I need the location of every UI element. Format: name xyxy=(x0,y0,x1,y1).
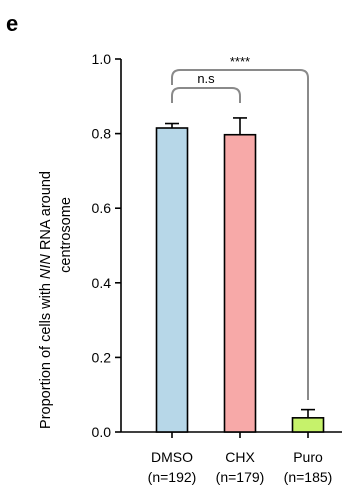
significance-brackets: n.s **** xyxy=(171,54,309,400)
category-n-puro: (n=185) xyxy=(284,469,333,485)
ns-bracket xyxy=(171,87,241,103)
y-axis-title-line1: Proportion of cells with NIN RNA around xyxy=(38,171,54,429)
sig-bracket xyxy=(171,69,309,400)
sig-label: **** xyxy=(230,54,250,69)
panel-label: e xyxy=(6,11,18,36)
y-tick-label: 0.0 xyxy=(92,424,112,440)
axes: 0.0 0.2 0.4 0.6 0.8 1.0 xyxy=(92,51,342,440)
bars xyxy=(155,117,325,438)
y-tick-label: 0.2 xyxy=(92,349,112,365)
y-tick-label: 0.6 xyxy=(92,200,112,216)
y-tick-label: 0.8 xyxy=(92,126,112,142)
category-label-chx: CHX xyxy=(225,449,255,465)
category-label-dmso: DMSO xyxy=(151,449,193,465)
y-tick-label: 0.4 xyxy=(92,275,112,291)
bar-puro xyxy=(291,417,325,433)
bar-chx xyxy=(223,133,257,433)
category-label-puro: Puro xyxy=(293,449,323,465)
bar-dmso xyxy=(155,127,189,433)
y-axis-title-line2: centrosome xyxy=(58,197,74,273)
category-n-dmso: (n=192) xyxy=(148,469,197,485)
y-tick-label: 1.0 xyxy=(92,51,112,67)
ns-label: n.s xyxy=(197,71,215,86)
category-n-chx: (n=179) xyxy=(216,469,265,485)
x-axis-labels: DMSO (n=192) CHX (n=179) Puro (n=185) xyxy=(148,449,333,485)
